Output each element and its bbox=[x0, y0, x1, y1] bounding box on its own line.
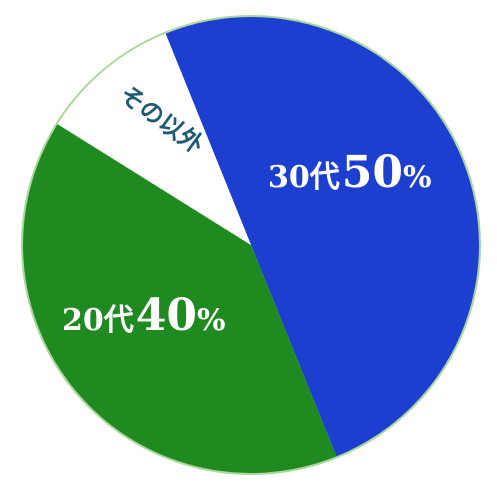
label-20s-category: 20代 bbox=[62, 303, 134, 338]
label-20s-value: 40 bbox=[136, 290, 197, 341]
slice-other bbox=[57, 33, 251, 245]
label-20s: 20代40% bbox=[62, 290, 226, 341]
label-30s: 30代50% bbox=[268, 147, 432, 198]
slice-30s bbox=[165, 16, 479, 457]
label-30s-unit: % bbox=[403, 160, 432, 195]
label-30s-value: 50 bbox=[342, 147, 403, 198]
label-20s-unit: % bbox=[197, 303, 226, 338]
slice-20s bbox=[23, 124, 337, 473]
label-30s-category: 30代 bbox=[268, 160, 340, 195]
